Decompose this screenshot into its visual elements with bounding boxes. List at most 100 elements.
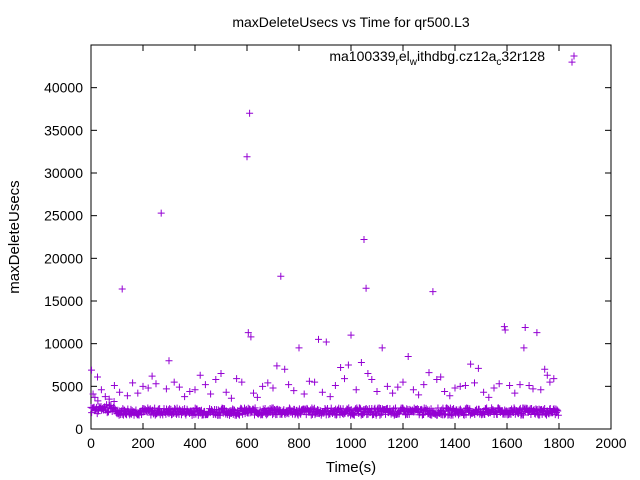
data-point xyxy=(251,404,259,412)
data-point xyxy=(281,365,289,373)
data-point xyxy=(425,369,433,377)
data-point xyxy=(217,370,225,378)
legend-label: ma100339relwithdbg.cz12ac32r128 xyxy=(329,48,545,68)
data-point xyxy=(543,371,551,379)
data-point xyxy=(433,376,441,384)
data-point xyxy=(246,109,254,117)
data-point xyxy=(418,411,426,419)
data-point xyxy=(238,378,246,386)
data-point xyxy=(485,393,493,401)
data-point xyxy=(88,366,96,374)
data-point xyxy=(110,381,118,389)
y-tick-label: 35000 xyxy=(44,122,83,138)
data-point xyxy=(394,383,402,391)
data-point xyxy=(250,389,257,397)
data-point xyxy=(529,385,537,393)
data-point xyxy=(520,344,528,352)
data-point xyxy=(389,389,397,397)
y-tick-labels: 0 5000 10000 15000 20000 25000 30000 35000 40000 xyxy=(44,80,83,437)
data-point xyxy=(409,386,417,394)
data-point xyxy=(101,393,109,401)
data-point xyxy=(110,397,118,405)
chart-title: maxDeleteUsecs vs Time for qr500.L3 xyxy=(232,14,470,30)
data-point xyxy=(331,381,339,389)
data-point xyxy=(139,382,147,390)
x-tick-label: 1400 xyxy=(439,435,470,451)
data-point xyxy=(357,358,365,366)
x-tick-label: 1200 xyxy=(387,435,418,451)
x-tick-label: 2000 xyxy=(595,435,626,451)
data-point xyxy=(352,386,360,394)
data-point xyxy=(350,410,358,418)
data-point xyxy=(420,381,428,389)
data-point xyxy=(123,392,131,400)
data-point xyxy=(471,379,478,387)
data-point xyxy=(295,344,303,352)
data-point xyxy=(277,272,285,280)
data-point xyxy=(461,381,469,389)
data-point xyxy=(273,362,281,370)
data-point xyxy=(466,405,474,413)
data-point xyxy=(175,383,183,391)
data-point xyxy=(305,377,313,385)
data-point xyxy=(350,411,358,419)
data-point xyxy=(554,411,562,419)
data-point xyxy=(191,386,199,394)
data-point xyxy=(244,329,252,337)
data-point xyxy=(413,405,421,413)
data-point xyxy=(196,371,204,379)
data-point xyxy=(474,364,482,372)
data-point xyxy=(554,407,562,415)
data-point xyxy=(148,372,156,380)
data-point xyxy=(495,380,503,388)
data-point xyxy=(144,384,152,392)
data-point xyxy=(186,387,194,395)
data-point xyxy=(236,411,244,419)
data-point xyxy=(332,411,340,419)
data-point xyxy=(227,394,235,402)
y-tick-label: 0 xyxy=(75,421,83,437)
data-point xyxy=(541,365,549,373)
data-point xyxy=(116,388,124,396)
data-point xyxy=(521,323,529,331)
data-point xyxy=(97,386,105,394)
x-tick-label: 0 xyxy=(87,435,95,451)
data-point xyxy=(500,323,508,331)
data-point xyxy=(318,388,326,396)
data-point xyxy=(118,285,126,293)
x-tick-label: 400 xyxy=(183,435,207,451)
x-tick-label: 800 xyxy=(287,435,311,451)
data-point xyxy=(437,373,445,381)
data-point xyxy=(347,331,355,339)
data-point xyxy=(322,338,330,346)
data-point xyxy=(356,404,364,412)
data-point xyxy=(259,382,267,390)
data-point xyxy=(103,409,111,417)
x-tick-label: 1000 xyxy=(335,435,366,451)
y-tick-label: 40000 xyxy=(44,80,83,96)
data-point xyxy=(441,387,449,395)
x-axis-label: Time(s) xyxy=(326,459,376,476)
data-point xyxy=(533,329,541,337)
data-point xyxy=(568,58,576,66)
data-point xyxy=(344,361,352,369)
data-point xyxy=(181,393,189,401)
legend-marker xyxy=(570,52,578,60)
data-point xyxy=(269,384,277,392)
data-point xyxy=(222,388,230,396)
x-tick-label: 1600 xyxy=(491,435,522,451)
legend: ma100339relwithdbg.cz12ac32r128 xyxy=(329,48,578,68)
data-point xyxy=(347,406,355,414)
data-point xyxy=(516,381,524,389)
y-tick-label: 25000 xyxy=(44,208,83,224)
y-tick-label: 10000 xyxy=(44,336,83,352)
data-point xyxy=(285,381,293,389)
data-point xyxy=(300,390,308,398)
data-point xyxy=(378,344,386,352)
y-tick-label: 15000 xyxy=(44,293,83,309)
data-point xyxy=(170,378,178,386)
data-point xyxy=(399,378,407,386)
data-point xyxy=(376,411,384,419)
data-point xyxy=(157,209,165,217)
data-point xyxy=(233,375,241,383)
